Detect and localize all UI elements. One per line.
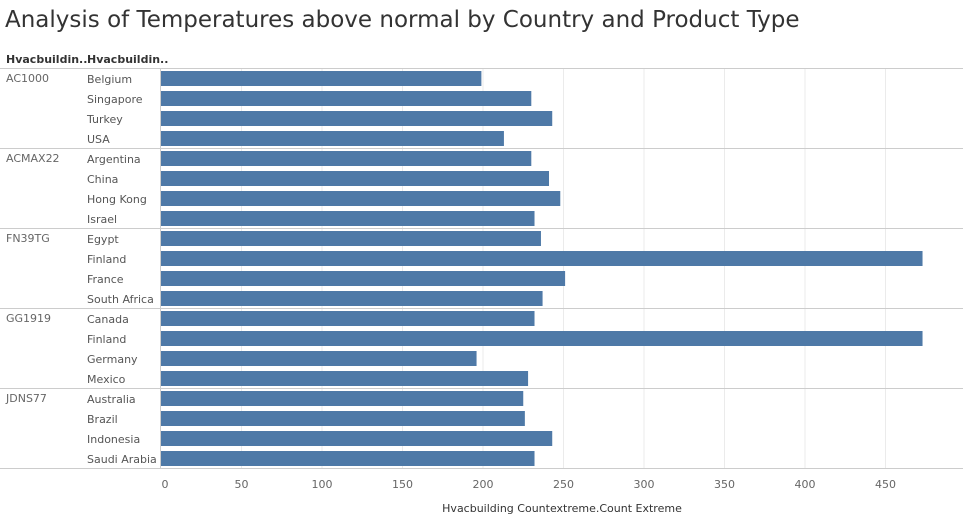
category-label: France [87,273,124,286]
chart-title: Analysis of Temperatures above normal by… [5,7,800,33]
category-label: Belgium [87,73,132,86]
bar [161,231,541,246]
x-tick-label: 100 [312,478,333,491]
x-axis-ticks: 0 50 100 150 200 250 300 350 400 450 [162,478,897,491]
bar [161,371,529,386]
x-tick-label: 250 [553,478,574,491]
category-label: Argentina [87,153,141,166]
x-tick-label: 50 [235,478,249,491]
bar [161,211,535,226]
row-header-product[interactable]: Hvacbuildin.. [6,53,88,66]
group-label: AC1000 [6,72,49,85]
group-label: FN39TG [6,232,50,245]
category-label: Finland [87,333,126,346]
category-label: Singapore [87,93,143,106]
x-tick-label: 300 [634,478,655,491]
category-label: South Africa [87,293,154,306]
category-label: USA [87,133,110,146]
bar [161,191,561,206]
bar [161,171,550,186]
bar [161,91,532,106]
category-label: Turkey [86,113,123,126]
category-label: Saudi Arabia [87,453,157,466]
group-label: GG1919 [6,312,51,325]
bar [161,271,566,286]
bar [161,451,535,466]
category-label: Finland [87,253,126,266]
bar [161,331,923,346]
x-tick-label: 400 [795,478,816,491]
row-header-country[interactable]: Hvacbuildin.. [87,53,169,66]
category-labels: Belgium Singapore Turkey USA Argentina China H… [86,73,157,466]
category-label: Germany [87,353,138,366]
x-tick-label: 450 [875,478,896,491]
bar [161,251,923,266]
bar [161,111,553,126]
bar [161,151,532,166]
bar [161,411,525,426]
category-label: Israel [87,213,117,226]
category-label: China [87,173,118,186]
x-axis-label: Hvacbuilding Countextreme.Count Extreme [442,502,682,515]
group-label: ACMAX22 [6,152,60,165]
bars [161,71,923,466]
category-label: Brazil [87,413,118,426]
gridlines [160,68,886,468]
x-tick-label: 350 [714,478,735,491]
x-tick-label: 150 [392,478,413,491]
bar [161,391,524,406]
bar [161,131,504,146]
x-tick-label: 200 [473,478,494,491]
category-label: Indonesia [87,433,140,446]
group-label: JDNS77 [5,392,47,405]
category-label: Australia [87,393,136,406]
category-label: Egypt [87,233,119,246]
category-label: Canada [87,313,129,326]
bar [161,351,477,366]
bar [161,431,553,446]
bar [161,291,543,306]
bar [161,311,535,326]
category-label: Hong Kong [87,193,147,206]
group-separators [0,68,963,469]
bar [161,71,482,86]
group-labels: AC1000 ACMAX22 FN39TG GG1919 JDNS77 [5,72,60,405]
category-label: Mexico [87,373,126,386]
x-tick-label: 0 [162,478,169,491]
